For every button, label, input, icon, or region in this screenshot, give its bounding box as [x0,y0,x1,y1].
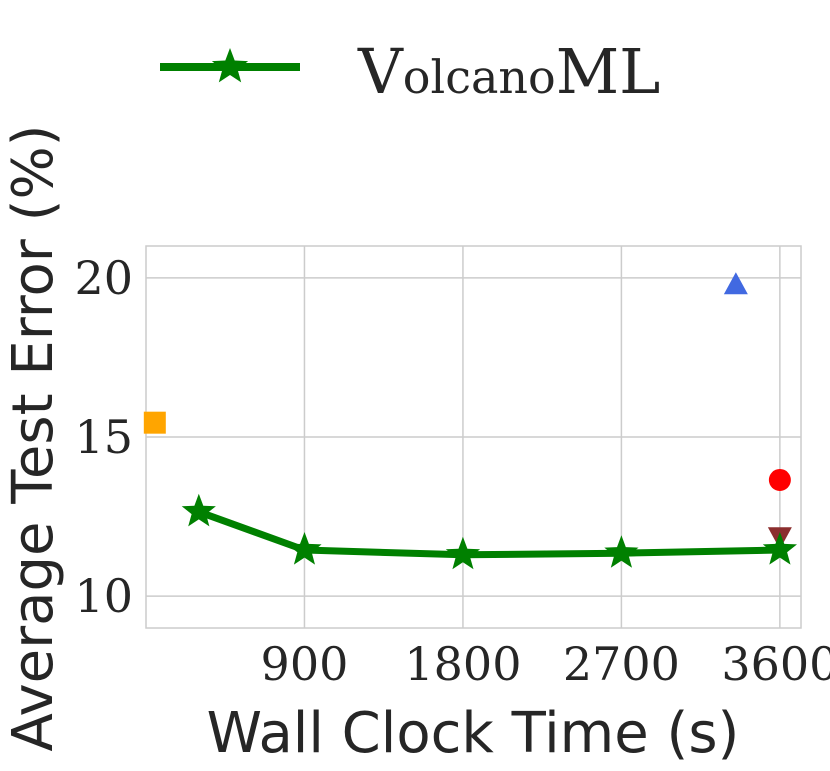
triangle-up-marker [723,272,748,295]
star-marker [604,535,639,568]
x-axis-label: Wall Clock Time (s) [207,701,740,766]
y-tick-label: 10 [74,569,133,623]
grid [146,246,801,628]
y-axis-label: Average Test Error (%) [1,124,66,751]
other-points [143,272,792,550]
star-marker [445,536,481,570]
tick-labels: 900 1800 2700 3600 10 15 20 [74,251,830,691]
star-marker [287,532,322,565]
legend-label: VolcanoML [357,35,660,108]
circle-marker [768,468,791,491]
series-line [197,508,780,559]
y-tick-label: 20 [74,251,133,305]
x-tick-label: 2700 [563,637,680,691]
x-tick-label: 900 [261,637,349,691]
legend: VolcanoML [160,35,660,108]
legend-star-marker [211,48,249,83]
x-tick-label: 1800 [404,637,521,691]
y-tick-label: 15 [74,410,133,464]
star-marker [762,532,797,565]
x-tick-label: 3600 [721,637,830,691]
square-marker [143,411,166,434]
star-marker [181,493,216,527]
series [181,493,797,570]
